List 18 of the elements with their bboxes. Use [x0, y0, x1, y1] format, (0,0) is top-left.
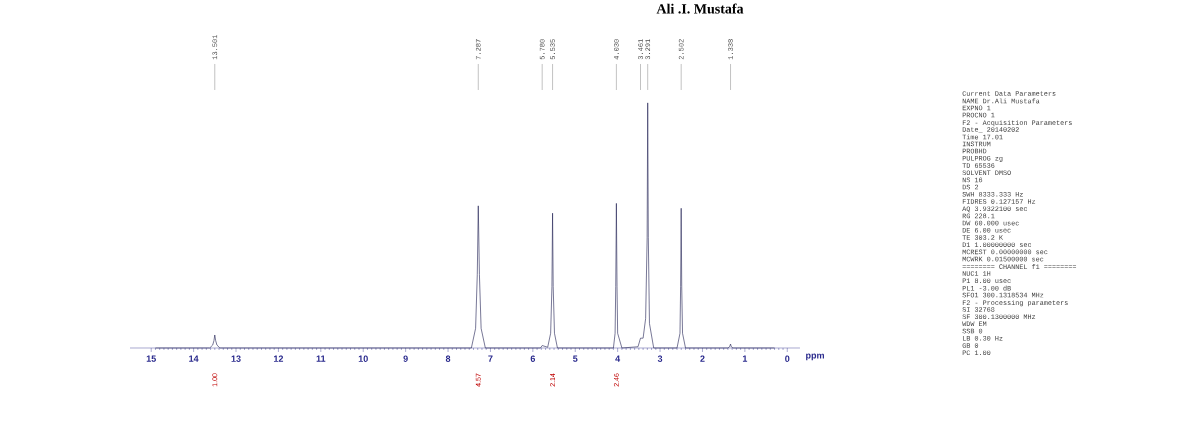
x-axis-title: ppm [806, 353, 824, 361]
x-tick-label: 3 [657, 355, 663, 362]
x-tick-label: 12 [273, 355, 284, 362]
x-tick-label: 7 [488, 355, 493, 362]
x-tick-label: 9 [403, 355, 408, 362]
x-tick-label: 15 [146, 355, 156, 362]
x-tick-label: 1 [742, 355, 748, 362]
x-tick-label: 6 [530, 355, 536, 362]
x-tick-label: 4 [615, 355, 621, 362]
x-tick-label: 0 [785, 355, 790, 362]
x-tick-label: 11 [316, 355, 326, 362]
x-tick-label: 14 [189, 355, 199, 362]
x-tick-label: 8 [445, 355, 451, 362]
x-tick-label: 5 [573, 355, 578, 362]
x-tick-label: 2 [700, 355, 705, 362]
x-tick-label: 10 [358, 355, 368, 362]
chart-title: Ali .I. Mustafa [656, 3, 744, 14]
x-tick-label: 13 [231, 355, 241, 362]
